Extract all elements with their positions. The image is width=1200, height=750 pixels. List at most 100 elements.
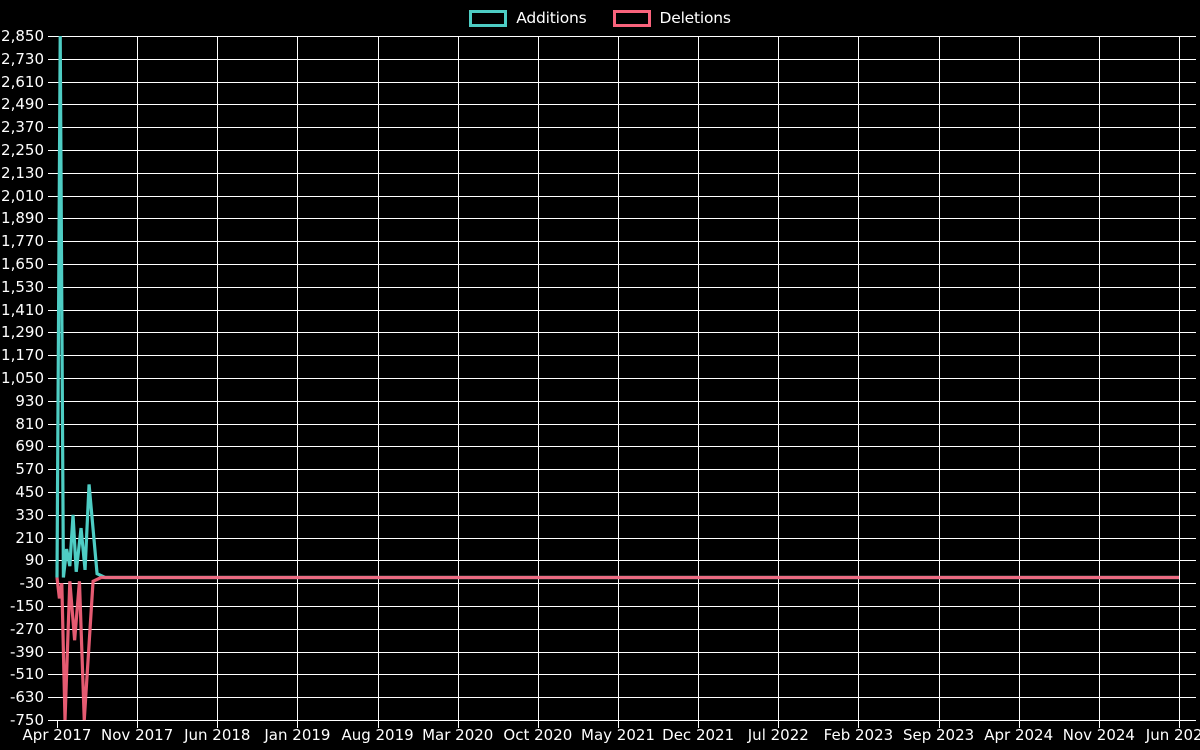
y-axis-tick-label: 1,530 [1,277,44,296]
y-axis-tick-label: 1,050 [1,369,44,387]
x-axis-tick-label: Nov 2017 [101,726,174,744]
y-axis-tick-mark [48,150,56,151]
gridline-horizontal [56,150,1196,151]
gridline-horizontal [56,82,1196,83]
gridline-horizontal [56,652,1196,653]
gridline-horizontal [56,287,1196,288]
gridline-horizontal [56,127,1196,128]
y-axis-tick-mark [48,697,56,698]
x-axis-tick-label: Jul 2022 [747,726,809,744]
y-axis-tick-label: 330 [15,505,44,524]
y-axis-tick-mark [48,469,56,470]
y-axis-tick-label: -750 [9,711,44,729]
y-axis-tick-mark [48,583,56,584]
x-axis-tick-label: Dec 2021 [662,726,735,744]
y-axis-tick-mark [48,560,56,561]
y-axis-tick-label: -30 [19,574,45,593]
gridline-horizontal [56,492,1196,493]
y-axis-tick-label: -390 [9,642,44,661]
gridline-horizontal [56,424,1196,425]
y-axis-tick-mark [48,36,56,37]
x-axis-tick-mark [458,720,459,728]
legend-label-deletions: Deletions [659,9,731,27]
y-axis-tick-label: 1,410 [1,300,44,319]
x-axis-tick-mark [1019,720,1020,728]
gridline-vertical [217,36,218,720]
gridline-horizontal [56,538,1196,539]
x-axis-tick-label: Apr 2024 [984,726,1054,744]
y-axis-tick-label: -150 [9,597,44,615]
y-axis-tick-mark [48,310,56,311]
gridline-horizontal [56,378,1196,379]
y-axis-tick-mark [48,104,56,105]
y-axis-tick-mark [48,355,56,356]
x-axis-tick-label: Apr 2017 [22,726,92,744]
gridline-horizontal [56,720,1196,721]
chart-legend: Additions Deletions [0,0,1200,36]
y-axis-tick-mark [48,332,56,333]
y-axis-tick-label: -270 [9,619,44,638]
gridline-vertical [1019,36,1020,720]
gridline-horizontal [56,218,1196,219]
y-axis-tick-label: 930 [15,391,44,410]
x-axis-tick-label: Jun 2018 [184,726,251,744]
plot-area [55,35,1196,721]
y-axis-tick-label: 1,290 [1,323,44,342]
y-axis-tick-label: 2,130 [1,163,44,182]
y-axis-tick-label: 2,730 [1,49,44,68]
x-axis-tick-label: May 2021 [581,726,655,744]
gridline-vertical [297,36,298,720]
x-axis-tick-mark [1179,720,1180,728]
x-axis-tick-label: Sep 2023 [902,726,975,744]
y-axis-tick-label: 210 [15,528,44,547]
gridline-horizontal [56,674,1196,675]
x-axis-tick-mark [618,720,619,728]
gridline-vertical [538,36,539,720]
gridline-vertical [858,36,859,720]
gridline-horizontal [56,469,1196,470]
y-axis-tick-mark [48,515,56,516]
y-axis-tick-label: 2,490 [1,95,44,114]
gridline-horizontal [56,332,1196,333]
gridline-horizontal [56,104,1196,105]
x-axis-tick-mark [378,720,379,728]
y-axis-tick-label: 2,370 [1,118,44,137]
y-axis-tick-mark [48,264,56,265]
gridline-horizontal [56,241,1196,242]
gridline-horizontal [56,264,1196,265]
y-axis-tick-label: 2,010 [1,186,44,205]
legend-entry-deletions[interactable]: Deletions [612,9,731,27]
y-axis-tick-label: 690 [15,437,44,456]
gridline-horizontal [56,173,1196,174]
gridline-horizontal [56,515,1196,516]
x-axis-tick-label: Jan 2019 [264,726,331,744]
y-axis-tick-mark [48,82,56,83]
legend-entry-additions[interactable]: Additions [469,9,587,27]
y-axis-tick-mark [48,629,56,630]
gridline-vertical [1179,36,1180,720]
y-axis-tick-mark [48,492,56,493]
line-additions [55,35,1179,580]
gridline-horizontal [56,446,1196,447]
y-axis-tick-mark [48,287,56,288]
series-lines [55,35,1179,721]
x-axis-tick-label: Oct 2020 [503,726,573,744]
y-axis-tick-mark [48,218,56,219]
y-axis-tick-label: 1,650 [1,255,44,273]
gridline-horizontal [56,560,1196,561]
x-axis-tick-label: Nov 2024 [1062,726,1135,744]
x-axis-tick-mark [217,720,218,728]
y-axis-tick-mark [48,401,56,402]
y-axis-tick-mark [48,720,56,721]
y-axis-tick-mark [48,424,56,425]
gridline-horizontal [56,401,1196,402]
legend-swatch-additions [469,9,508,27]
y-axis-tick-mark [48,127,56,128]
x-axis-tick-label: Aug 2019 [341,726,414,744]
y-axis-tick-mark [48,59,56,60]
gridline-horizontal [56,196,1196,197]
gridline-horizontal [56,59,1196,60]
y-axis-tick-mark [48,378,56,379]
x-axis-tick-label: Mar 2020 [422,726,494,744]
